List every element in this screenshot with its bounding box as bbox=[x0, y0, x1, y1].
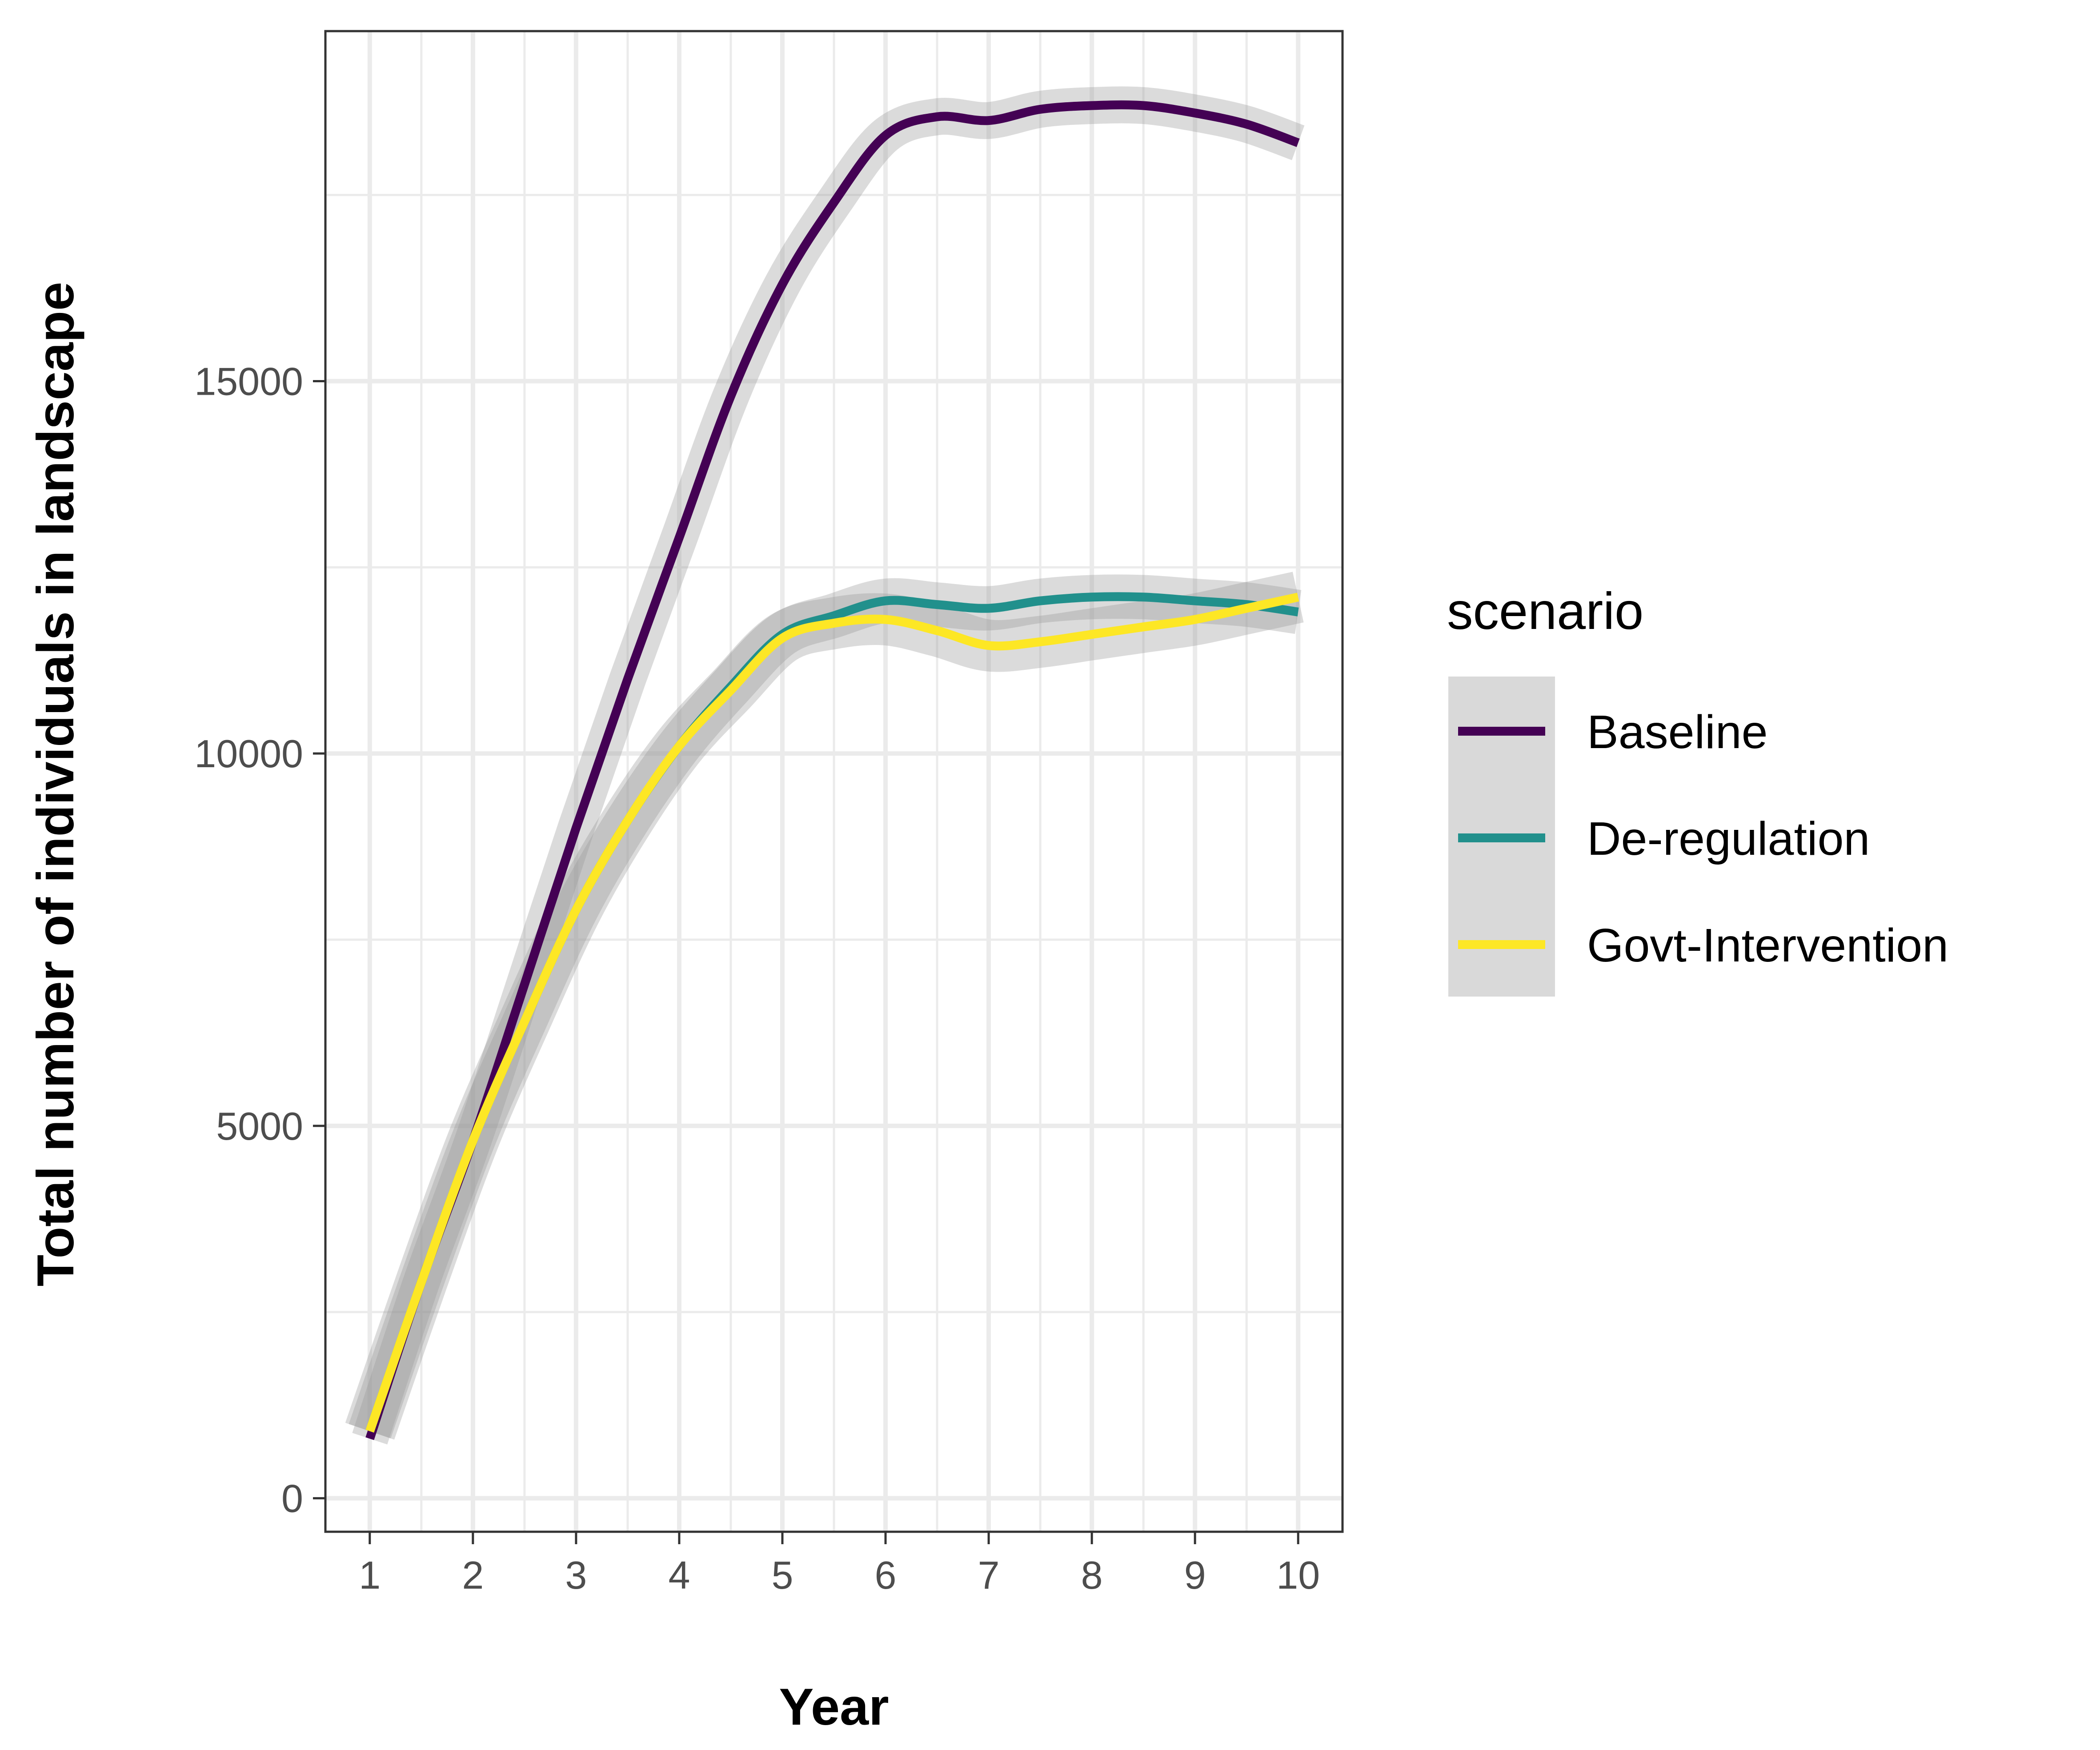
x-tick-label: 6 bbox=[875, 1553, 897, 1597]
legend-label: De-regulation bbox=[1587, 813, 1870, 865]
x-tick-label: 2 bbox=[462, 1553, 484, 1597]
y-tick-label: 5000 bbox=[216, 1104, 303, 1148]
y-tick-label: 15000 bbox=[194, 359, 303, 403]
x-tick-label: 5 bbox=[771, 1553, 793, 1597]
x-tick-label: 7 bbox=[978, 1553, 1000, 1597]
legend: scenario Baseline De-regulation Govt-Inter… bbox=[1447, 582, 1948, 997]
plot-panel-border bbox=[324, 30, 1344, 1533]
series-lines bbox=[365, 100, 1300, 1440]
x-tick-label: 3 bbox=[565, 1553, 587, 1597]
x-tick-label: 4 bbox=[668, 1553, 690, 1597]
x-tick-label: 1 bbox=[359, 1553, 381, 1597]
legend-label: Baseline bbox=[1587, 706, 1768, 758]
y-axis-title: Total number of individuals in landscape bbox=[26, 282, 84, 1286]
x-tick-label: 10 bbox=[1276, 1553, 1320, 1597]
legend-title: scenario bbox=[1447, 582, 1643, 640]
x-tick-label: 9 bbox=[1184, 1553, 1206, 1597]
x-axis-title: Year bbox=[779, 1678, 889, 1736]
x-tick-label: 8 bbox=[1081, 1553, 1103, 1597]
y-tick-label: 10000 bbox=[194, 732, 303, 776]
axis-ticks: 1 2 3 4 5 6 7 8 9 10 0 5000 10000 15000 bbox=[194, 359, 1320, 1597]
y-tick-label: 0 bbox=[281, 1477, 303, 1521]
legend-items: Baseline De-regulation Govt-Intervention bbox=[1458, 706, 1948, 972]
series-line bbox=[365, 593, 1299, 1433]
legend-label: Govt-Intervention bbox=[1587, 919, 1948, 972]
